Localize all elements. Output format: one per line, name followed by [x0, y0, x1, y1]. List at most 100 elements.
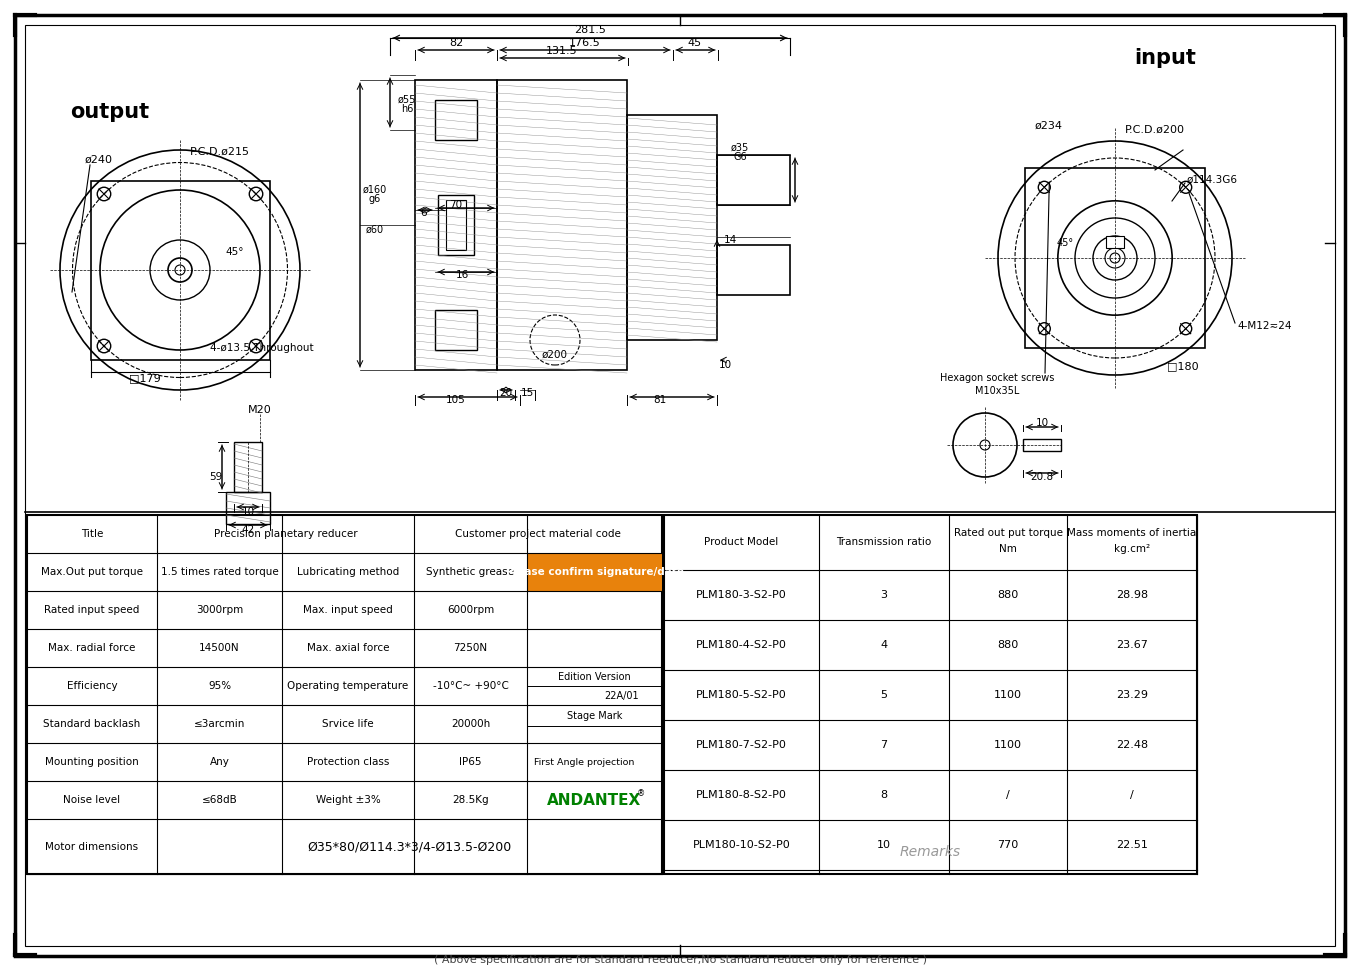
Text: output: output — [71, 102, 150, 122]
Text: PLM180-5-S2-P0: PLM180-5-S2-P0 — [696, 690, 787, 700]
Text: Lubricating method: Lubricating method — [296, 567, 398, 577]
Text: ≤3arcmin: ≤3arcmin — [194, 719, 245, 729]
Text: 82: 82 — [449, 38, 464, 48]
Text: ( Above specification are for standard reeducer,No standard reducer only for ref: ( Above specification are for standard r… — [434, 955, 926, 965]
Text: h6: h6 — [401, 104, 413, 114]
Text: 131.5: 131.5 — [547, 46, 578, 56]
Text: 4: 4 — [880, 640, 888, 650]
Bar — [717, 245, 790, 295]
Text: 59: 59 — [209, 472, 223, 482]
Text: ø234: ø234 — [1035, 121, 1064, 131]
Bar — [717, 155, 790, 205]
Bar — [446, 200, 466, 250]
Text: PLM180-8-S2-P0: PLM180-8-S2-P0 — [696, 790, 787, 800]
Bar — [27, 515, 662, 874]
Text: 20: 20 — [499, 388, 513, 398]
Text: 42: 42 — [241, 525, 254, 535]
Text: 45°: 45° — [226, 247, 245, 257]
Text: ≤68dB: ≤68dB — [201, 795, 238, 805]
Text: Stage Mark: Stage Mark — [567, 712, 622, 721]
Text: Protection class: Protection class — [307, 757, 389, 767]
Bar — [234, 442, 262, 492]
Text: g6: g6 — [369, 194, 381, 204]
Text: 5: 5 — [880, 690, 888, 700]
Text: 14500N: 14500N — [199, 643, 239, 653]
Text: First Angle projection: First Angle projection — [534, 757, 635, 766]
Text: Edition Version: Edition Version — [558, 672, 631, 683]
Text: □180: □180 — [1167, 361, 1198, 371]
Text: 14: 14 — [724, 235, 737, 245]
Text: 16: 16 — [456, 270, 469, 280]
Text: Any: Any — [209, 757, 230, 767]
Text: Synthetic grease: Synthetic grease — [427, 567, 514, 577]
Text: ø35: ø35 — [730, 143, 749, 153]
Text: 880: 880 — [997, 640, 1019, 650]
Text: ø200: ø200 — [543, 350, 568, 360]
Text: P.C.D.ø200: P.C.D.ø200 — [1125, 125, 1185, 135]
Text: P.C.D.ø215: P.C.D.ø215 — [190, 147, 250, 157]
Bar — [1106, 236, 1123, 248]
Text: 1.5 times rated torque: 1.5 times rated torque — [160, 567, 279, 577]
Text: Transmission ratio: Transmission ratio — [836, 537, 932, 547]
Text: 95%: 95% — [208, 681, 231, 691]
Text: ø240: ø240 — [84, 155, 113, 165]
Text: 105: 105 — [446, 395, 466, 405]
Text: PLM180-4-S2-P0: PLM180-4-S2-P0 — [696, 640, 787, 650]
Bar — [1025, 168, 1205, 348]
Text: 7: 7 — [880, 740, 888, 750]
Text: Rated input speed: Rated input speed — [45, 605, 140, 615]
Bar — [415, 80, 496, 370]
Bar — [435, 100, 477, 140]
Text: 7250N: 7250N — [453, 643, 488, 653]
Text: PLM180-7-S2-P0: PLM180-7-S2-P0 — [696, 740, 787, 750]
Text: 770: 770 — [997, 840, 1019, 850]
Text: Precision planetary reducer: Precision planetary reducer — [214, 529, 358, 539]
Text: Product Model: Product Model — [704, 537, 779, 547]
Text: 22.51: 22.51 — [1117, 840, 1148, 850]
Text: 3000rpm: 3000rpm — [196, 605, 243, 615]
Text: Srvice life: Srvice life — [322, 719, 374, 729]
Text: kg.cm²: kg.cm² — [1114, 544, 1151, 554]
Text: 45°: 45° — [1057, 238, 1073, 248]
Text: 176.5: 176.5 — [568, 38, 601, 48]
Text: Max.Out put torque: Max.Out put torque — [41, 567, 143, 577]
Text: ANDANTEX: ANDANTEX — [547, 792, 642, 808]
Text: 281.5: 281.5 — [574, 25, 607, 35]
Text: 6: 6 — [420, 208, 427, 218]
Text: 81: 81 — [653, 395, 666, 405]
Text: 3: 3 — [880, 590, 888, 600]
Text: Max. axial force: Max. axial force — [307, 643, 389, 653]
Text: 4-ø13.5 Throughout: 4-ø13.5 Throughout — [209, 343, 314, 353]
Text: 1100: 1100 — [994, 690, 1021, 700]
Text: Motor dimensions: Motor dimensions — [45, 842, 139, 852]
Text: ø114.3G6: ø114.3G6 — [1187, 175, 1238, 185]
Text: Customer project material code: Customer project material code — [456, 529, 622, 539]
Text: 1100: 1100 — [994, 740, 1021, 750]
Text: ø160: ø160 — [363, 185, 388, 195]
Text: 6000rpm: 6000rpm — [447, 605, 494, 615]
Text: Remarks: Remarks — [900, 845, 962, 859]
Text: 20000h: 20000h — [452, 719, 490, 729]
Text: 23.29: 23.29 — [1117, 690, 1148, 700]
Text: Noise level: Noise level — [64, 795, 121, 805]
Text: Ø35*80/Ø114.3*3/4-Ø13.5-Ø200: Ø35*80/Ø114.3*3/4-Ø13.5-Ø200 — [307, 840, 511, 853]
Text: ø55: ø55 — [398, 95, 416, 105]
Text: 4-M12≂24: 4-M12≂24 — [1238, 321, 1292, 331]
Bar — [438, 195, 475, 255]
Bar — [627, 115, 717, 340]
Text: IP65: IP65 — [460, 757, 481, 767]
Text: 20.8: 20.8 — [1031, 472, 1054, 482]
Text: 880: 880 — [997, 590, 1019, 600]
Text: 22A/01: 22A/01 — [604, 690, 639, 700]
Text: Standard backlash: Standard backlash — [44, 719, 140, 729]
Text: Mass moments of inertia: Mass moments of inertia — [1068, 528, 1197, 538]
Text: Efficiency: Efficiency — [67, 681, 117, 691]
Text: 45: 45 — [688, 38, 702, 48]
Text: Please confirm signature/date: Please confirm signature/date — [506, 567, 684, 577]
Bar — [226, 492, 271, 524]
Bar — [528, 553, 662, 591]
Text: -10°C~ +90°C: -10°C~ +90°C — [432, 681, 509, 691]
Text: Max. radial force: Max. radial force — [49, 643, 136, 653]
Text: 28.5Kg: 28.5Kg — [452, 795, 488, 805]
Text: 70: 70 — [449, 200, 462, 210]
